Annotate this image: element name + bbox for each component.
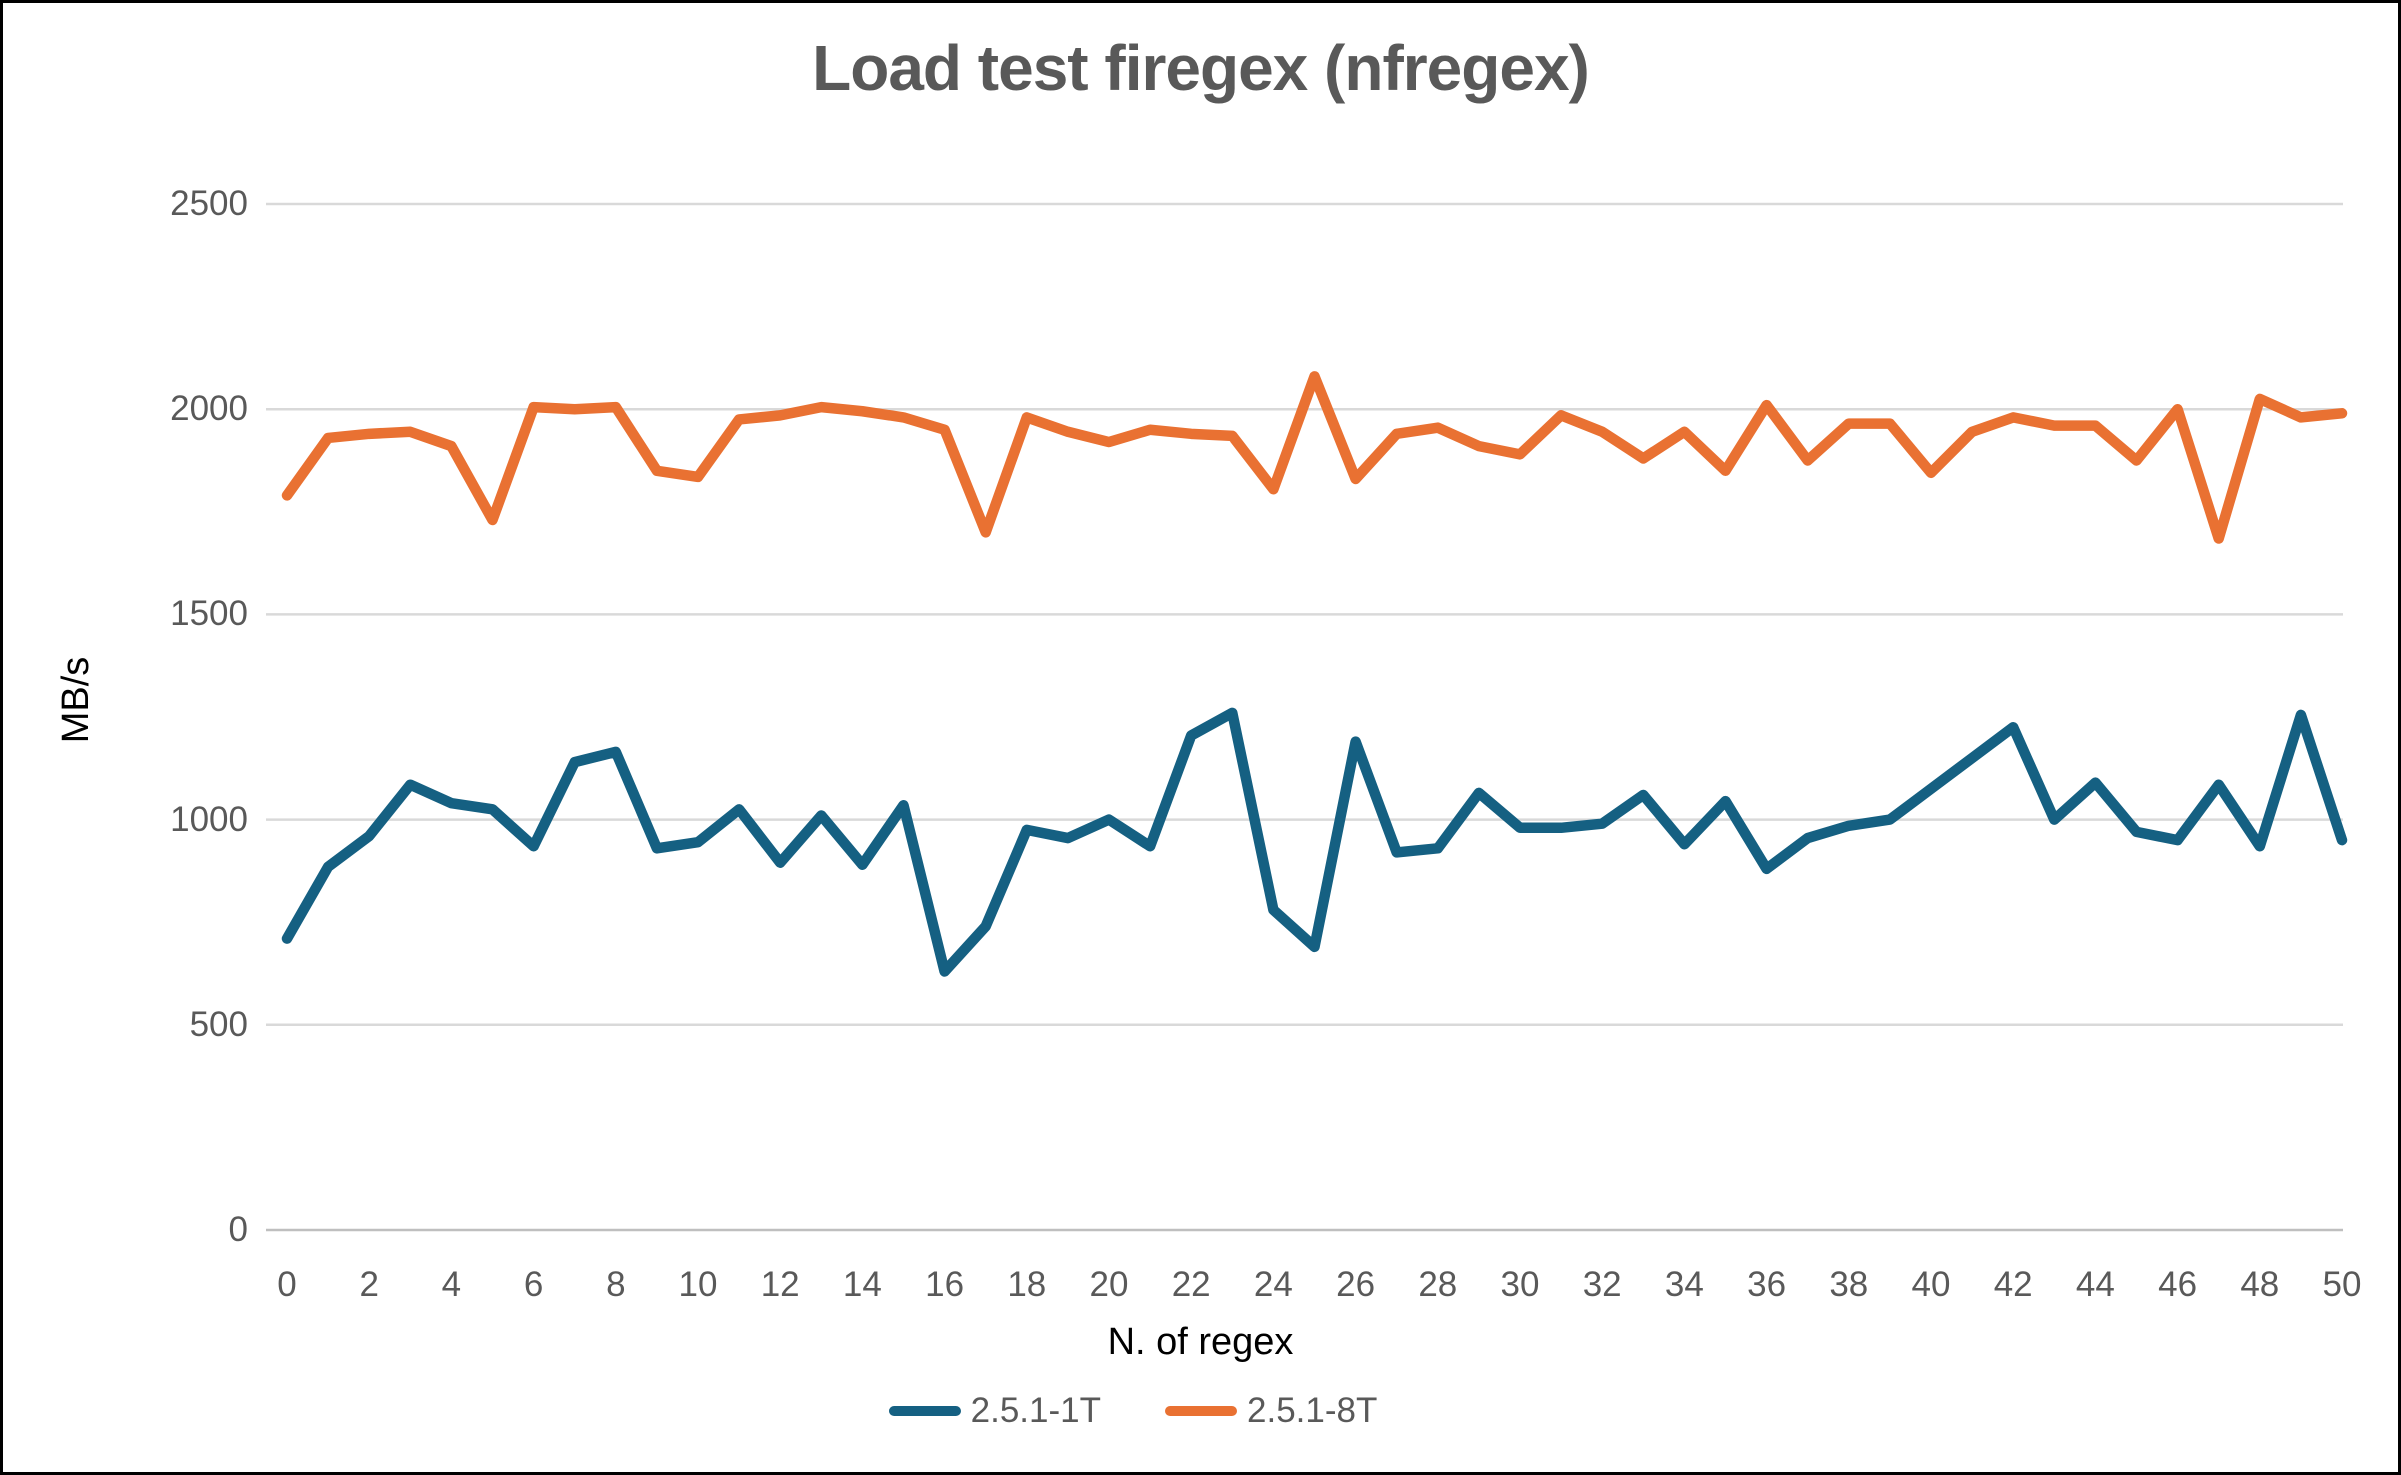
x-tick-label-48: 48 [2240, 1265, 2280, 1304]
x-tick-label-42: 42 [1993, 1265, 2033, 1304]
y-tick-label-1000: 1000 [170, 799, 248, 839]
y-tick-label-2000: 2000 [170, 389, 248, 429]
x-tick-label-6: 6 [523, 1265, 544, 1304]
x-tick-label-28: 28 [1418, 1265, 1458, 1304]
series2-legend-label: 2.5.1-8T [1247, 1391, 1378, 1430]
x-tick-label-38: 38 [1829, 1265, 1869, 1304]
legend: 2.5.1-1T 2.5.1-8T [3, 1391, 2263, 1431]
y-tick-label-1500: 1500 [170, 594, 248, 634]
x-tick-label-34: 34 [1664, 1265, 1704, 1304]
x-tick-label-50: 50 [2322, 1265, 2362, 1304]
x-tick-label-36: 36 [1747, 1265, 1787, 1304]
x-tick-label-14: 14 [842, 1265, 882, 1304]
y-axis-title: MB/s [54, 656, 97, 744]
chart-title: Load test firegex (nfregex) [812, 32, 1590, 104]
x-tick-label-4: 4 [441, 1265, 462, 1304]
series-line-2.5.1-8T [281, 371, 2348, 544]
x-tick-label-12: 12 [760, 1265, 800, 1304]
series2-line-swatch [1165, 1406, 1237, 1416]
x-axis-title: N. of regex [1107, 1321, 1294, 1363]
x-tick-label-24: 24 [1253, 1265, 1293, 1304]
y-tick-label-0: 0 [228, 1210, 248, 1249]
y-tick-label-2500: 2500 [170, 184, 248, 223]
legend-item-series1: 2.5.1-1T [888, 1391, 1101, 1431]
legend-item-series2: 2.5.1-8T [1165, 1391, 1377, 1431]
x-tick-label-32: 32 [1582, 1265, 1622, 1304]
x-tick-label-40: 40 [1911, 1265, 1951, 1304]
series-line-2.5.1-1T [281, 707, 2348, 977]
x-tick-label-46: 46 [2158, 1265, 2198, 1304]
x-tick-label-2: 2 [359, 1265, 379, 1304]
series1-line-swatch [888, 1406, 961, 1416]
x-tick-label-10: 10 [678, 1265, 718, 1304]
series1-legend-label: 2.5.1-1T [970, 1391, 1101, 1430]
x-tick-label-8: 8 [606, 1265, 626, 1304]
y-tick-label-500: 500 [189, 1004, 248, 1044]
x-tick-label-16: 16 [925, 1265, 965, 1304]
x-tick-label-26: 26 [1336, 1265, 1376, 1304]
x-tick-label-0: 0 [277, 1265, 297, 1304]
plot-area [266, 202, 2348, 1232]
x-tick-label-30: 30 [1500, 1265, 1540, 1304]
x-tick-label-18: 18 [1007, 1265, 1047, 1304]
x-tick-label-22: 22 [1171, 1265, 1211, 1304]
x-tick-label-20: 20 [1089, 1265, 1129, 1304]
x-tick-label-44: 44 [2075, 1265, 2115, 1304]
